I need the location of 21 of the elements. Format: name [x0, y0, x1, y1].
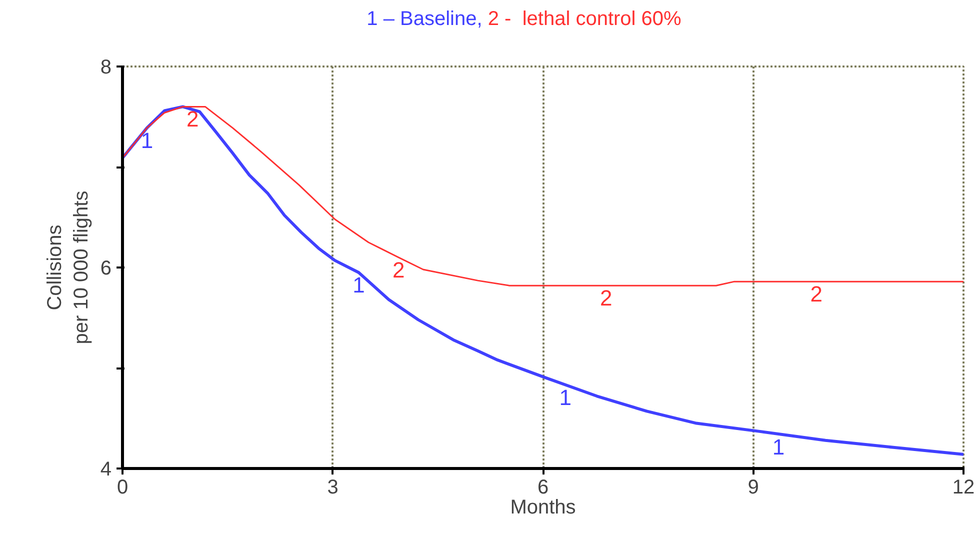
x-tick-label: 9 [748, 476, 759, 498]
y-tick-label: 6 [100, 258, 112, 280]
annotation: 2 [600, 286, 612, 311]
y-tick-label: 4 [100, 458, 112, 480]
y-axis-title: Collisions per 10 000 flights [44, 190, 92, 344]
x-tick-label: 6 [537, 476, 549, 498]
annotation: 1 [772, 434, 785, 460]
text: 1 – Baseline, [366, 8, 482, 30]
annotation: 1 [559, 385, 572, 410]
annotation: 2 [186, 106, 199, 132]
x-tick-label: 0 [116, 476, 128, 498]
annotation: 2 [810, 282, 822, 307]
y-tick-label: 8 [100, 56, 112, 78]
x-tick-label: 12 [952, 476, 975, 498]
x-axis-title: Months [510, 496, 576, 518]
line-series [122, 105, 964, 456]
annotation: 1 [352, 272, 365, 298]
annotation: 2 [392, 257, 405, 282]
annotation: 1 [140, 128, 154, 153]
text: 2 - lethal control 60% [488, 8, 682, 30]
x-tick-label: 3 [327, 476, 338, 498]
